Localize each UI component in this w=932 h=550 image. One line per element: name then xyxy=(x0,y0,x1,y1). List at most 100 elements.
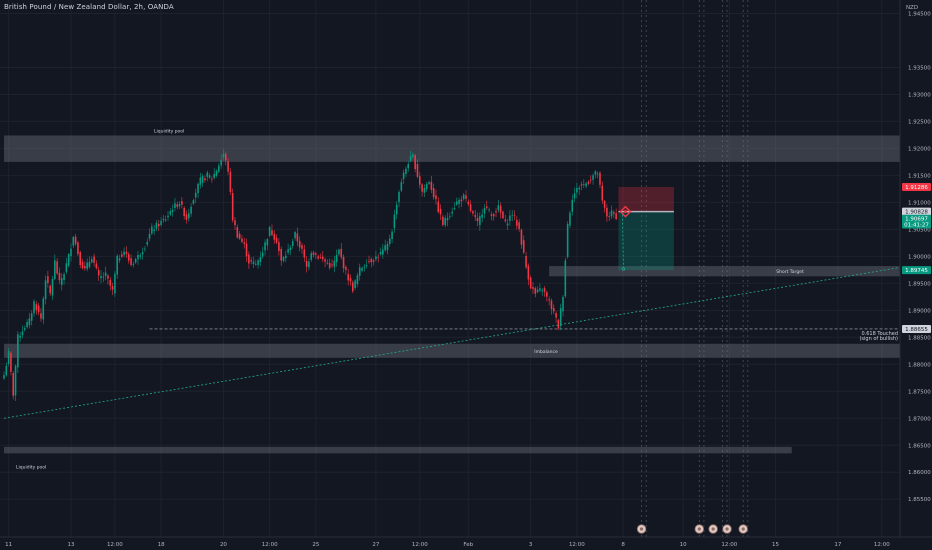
candle[interactable] xyxy=(488,207,490,213)
candle[interactable] xyxy=(125,246,128,258)
candle[interactable] xyxy=(285,250,287,263)
candle[interactable] xyxy=(236,224,239,239)
candle[interactable] xyxy=(377,254,380,263)
candle[interactable] xyxy=(308,258,310,271)
candle[interactable] xyxy=(151,223,153,235)
candle[interactable] xyxy=(497,199,500,213)
candle[interactable] xyxy=(72,235,75,249)
candle[interactable] xyxy=(28,312,31,329)
candle[interactable] xyxy=(412,152,414,159)
candle[interactable] xyxy=(615,208,617,221)
candle[interactable] xyxy=(70,243,72,262)
candle[interactable] xyxy=(19,331,21,343)
candle[interactable] xyxy=(606,204,608,222)
candle[interactable] xyxy=(197,182,199,199)
zone-imbalance[interactable] xyxy=(4,343,900,358)
candle[interactable] xyxy=(479,212,481,232)
candle[interactable] xyxy=(439,204,442,220)
candle[interactable] xyxy=(559,303,562,331)
candle[interactable] xyxy=(192,198,195,206)
candle[interactable] xyxy=(423,184,426,198)
candle[interactable] xyxy=(10,351,12,376)
candle[interactable] xyxy=(451,207,453,217)
candle[interactable] xyxy=(467,199,470,207)
candle[interactable] xyxy=(116,254,118,279)
candle[interactable] xyxy=(552,304,555,315)
candle[interactable] xyxy=(356,272,359,288)
candle[interactable] xyxy=(294,230,296,241)
candle[interactable] xyxy=(229,168,232,196)
candle[interactable] xyxy=(127,252,130,264)
candle[interactable] xyxy=(335,249,338,267)
candle[interactable] xyxy=(199,172,202,189)
candle[interactable] xyxy=(375,250,377,262)
candle[interactable] xyxy=(208,173,211,180)
candle[interactable] xyxy=(469,200,472,213)
candle[interactable] xyxy=(231,188,234,223)
candle[interactable] xyxy=(23,325,26,332)
candle[interactable] xyxy=(395,201,398,220)
candle[interactable] xyxy=(107,274,109,285)
candle[interactable] xyxy=(130,254,132,267)
candle[interactable] xyxy=(599,171,601,189)
position-entry-handle[interactable] xyxy=(619,205,632,218)
candle[interactable] xyxy=(321,250,324,263)
candle[interactable] xyxy=(578,185,580,196)
candle[interactable] xyxy=(363,264,366,272)
candle[interactable] xyxy=(65,257,68,275)
candle[interactable] xyxy=(490,211,493,221)
candle[interactable] xyxy=(324,257,326,268)
candle[interactable] xyxy=(340,243,343,260)
candle[interactable] xyxy=(271,224,273,237)
candle[interactable] xyxy=(328,258,331,270)
candle[interactable] xyxy=(407,160,410,172)
candle[interactable] xyxy=(35,301,38,315)
candle[interactable] xyxy=(204,175,206,183)
candle[interactable] xyxy=(51,275,54,300)
candle[interactable] xyxy=(419,172,421,189)
candle[interactable] xyxy=(601,181,604,205)
candle[interactable] xyxy=(481,208,483,223)
candle[interactable] xyxy=(282,255,285,263)
candle[interactable] xyxy=(12,371,15,400)
candle[interactable] xyxy=(176,201,179,210)
candle[interactable] xyxy=(261,246,264,259)
candle[interactable] xyxy=(382,243,384,259)
candle[interactable] xyxy=(361,266,363,273)
candle[interactable] xyxy=(114,270,116,297)
candle[interactable] xyxy=(5,362,8,377)
candle[interactable] xyxy=(388,234,391,247)
calendar-event-icon[interactable] xyxy=(636,524,647,534)
candle[interactable] xyxy=(492,212,495,221)
candle[interactable] xyxy=(21,325,24,339)
candle[interactable] xyxy=(495,208,497,217)
candle[interactable] xyxy=(409,150,412,163)
candle[interactable] xyxy=(583,179,585,188)
candle[interactable] xyxy=(280,246,282,266)
candle[interactable] xyxy=(102,272,105,282)
candle[interactable] xyxy=(123,247,125,258)
candle[interactable] xyxy=(33,299,35,317)
candle[interactable] xyxy=(220,154,222,169)
candle[interactable] xyxy=(430,176,433,194)
candle[interactable] xyxy=(319,253,322,260)
candle[interactable] xyxy=(301,242,303,254)
candle[interactable] xyxy=(315,251,317,260)
candle[interactable] xyxy=(181,196,183,209)
candle[interactable] xyxy=(169,208,172,217)
zone-liquidity-pool[interactable] xyxy=(4,135,900,162)
candle[interactable] xyxy=(264,239,266,256)
candle[interactable] xyxy=(218,163,220,174)
candle[interactable] xyxy=(472,209,474,216)
candle[interactable] xyxy=(539,283,541,293)
candle[interactable] xyxy=(266,238,269,251)
candle[interactable] xyxy=(465,190,467,202)
candle[interactable] xyxy=(536,286,539,294)
candle[interactable] xyxy=(227,158,229,175)
candle[interactable] xyxy=(7,347,10,367)
candle[interactable] xyxy=(370,257,373,268)
candle[interactable] xyxy=(453,202,456,211)
candle[interactable] xyxy=(435,189,437,205)
candle[interactable] xyxy=(342,254,345,273)
candle[interactable] xyxy=(243,237,246,249)
